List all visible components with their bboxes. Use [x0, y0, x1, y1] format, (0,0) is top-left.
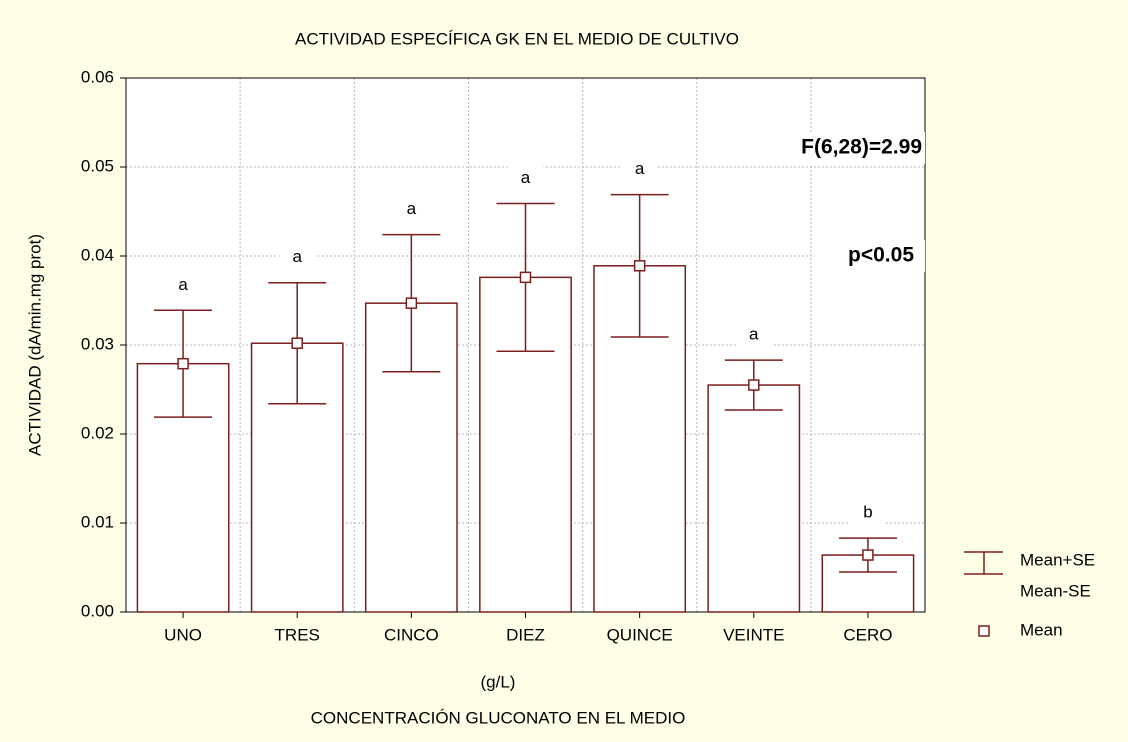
y-tick-label: 0.03: [81, 334, 114, 353]
group-letter: a: [635, 159, 645, 178]
x-tick-label: QUINCE: [607, 625, 673, 644]
group-letter: a: [749, 325, 759, 344]
y-tick-label: 0.04: [81, 245, 114, 264]
bar: [479, 276, 572, 613]
annotation-bg: [815, 240, 925, 272]
x-tick-label: DIEZ: [506, 625, 545, 644]
mean-marker: [177, 357, 189, 370]
letter-bg: [621, 156, 658, 183]
group-letter: b: [863, 503, 872, 522]
x-tick-label: TRES: [275, 625, 320, 644]
legend-label: Mean+SE: [1020, 550, 1095, 569]
x-tick-label: UNO: [164, 625, 202, 644]
group-letter: a: [292, 247, 302, 266]
annotation: p<0.05: [848, 244, 914, 267]
legend-mean-symbol: [978, 625, 990, 637]
y-tick-label: 0.06: [81, 67, 114, 86]
x-axis-label: (g/L): [481, 672, 516, 691]
group-letter: a: [178, 275, 188, 294]
x-tick-label: CERO: [843, 625, 892, 644]
mean-marker: [862, 549, 874, 561]
mean-marker: [291, 337, 303, 349]
letter-bg: [735, 322, 772, 349]
y-tick-label: 0.05: [81, 156, 114, 175]
y-tick-label: 0.02: [81, 423, 114, 442]
letter-bg: [849, 500, 886, 527]
x-tick-label: CINCO: [384, 625, 439, 644]
legend-label: Mean-SE: [1020, 581, 1091, 600]
letter-bg: [507, 165, 544, 192]
mean-marker: [748, 379, 760, 391]
group-letter: a: [521, 168, 531, 187]
legend-label: Mean: [1020, 620, 1063, 639]
mean-marker: [519, 271, 532, 284]
y-tick-label: 0.00: [81, 601, 114, 620]
x-tick-label: VEINTE: [723, 625, 784, 644]
x-axis-label-2: CONCENTRACIÓN GLUCONATO EN EL MEDIO: [311, 708, 686, 727]
letter-bg: [165, 272, 202, 299]
annotation: F(6,28)=2.99: [801, 136, 922, 159]
group-letter: a: [407, 199, 417, 218]
y-axis-label: ACTIVIDAD (dA/min.mg prot): [25, 234, 44, 456]
mean-marker: [633, 260, 646, 272]
bar: [707, 384, 801, 613]
y-tick-label: 0.01: [81, 512, 114, 531]
letter-bg: [393, 196, 430, 223]
chart-title: ACTIVIDAD ESPECÍFICA GK EN EL MEDIO DE C…: [295, 29, 739, 48]
mean-marker: [405, 297, 418, 309]
annotation-bg: [735, 132, 925, 164]
letter-bg: [279, 244, 316, 271]
